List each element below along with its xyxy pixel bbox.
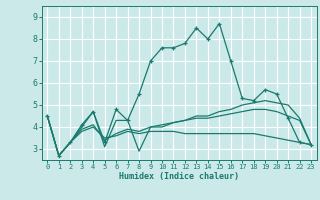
X-axis label: Humidex (Indice chaleur): Humidex (Indice chaleur): [119, 172, 239, 181]
